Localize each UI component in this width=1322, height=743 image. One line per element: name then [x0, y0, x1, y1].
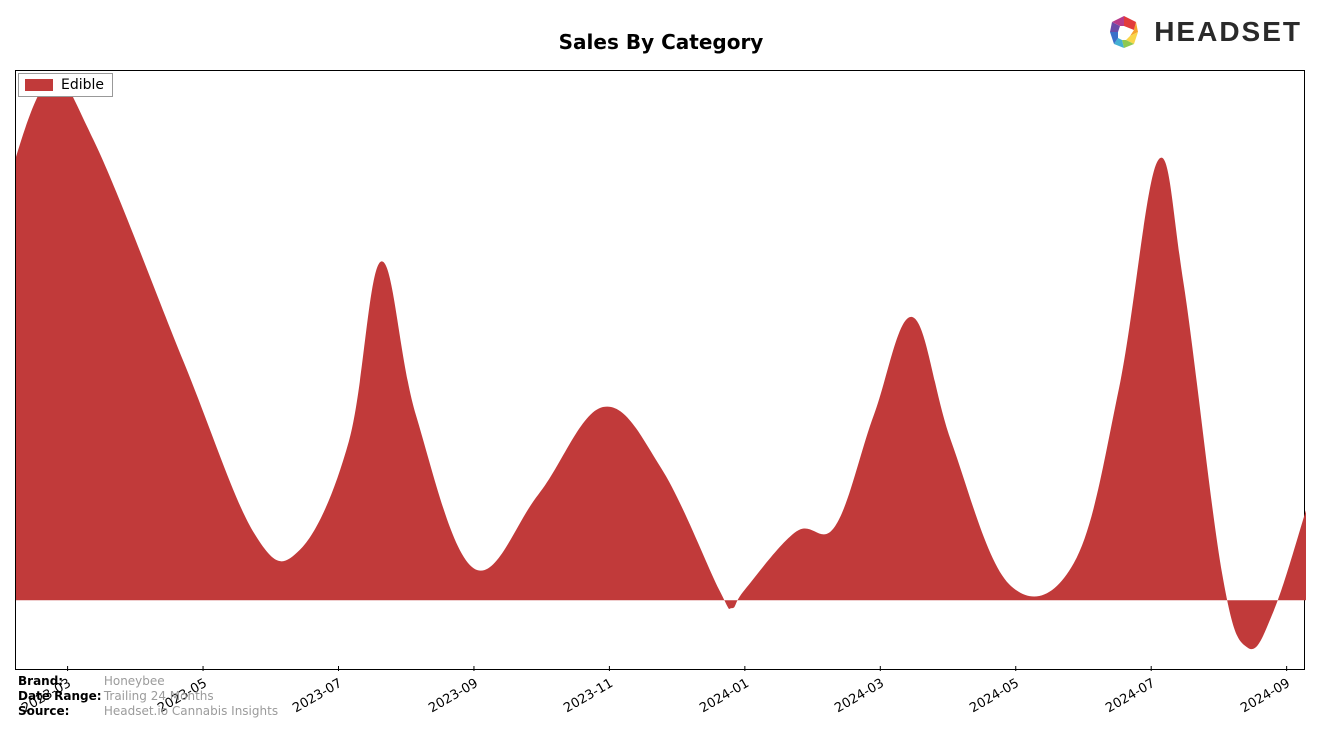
legend-swatch — [25, 79, 53, 91]
x-tick-label: 2023-09 — [426, 676, 481, 716]
x-tick-label: 2024-05 — [968, 676, 1023, 716]
headset-logo-icon — [1104, 12, 1144, 52]
area-chart-svg — [16, 71, 1306, 671]
meta-date-value: Trailing 24 Months — [104, 689, 214, 703]
meta-source-label: Source: — [18, 704, 100, 719]
x-tick-label: 2023-07 — [290, 676, 345, 716]
headset-logo-text: HEADSET — [1154, 16, 1302, 48]
headset-logo: HEADSET — [1104, 12, 1302, 52]
x-tick-label: 2024-09 — [1239, 676, 1294, 716]
x-tick-label: 2024-03 — [832, 676, 887, 716]
x-tick-label: 2024-07 — [1103, 676, 1158, 716]
x-tick-label: 2024-01 — [697, 676, 752, 716]
chart-metadata: Brand: Honeybee Date Range: Trailing 24 … — [18, 674, 278, 719]
meta-source-value: Headset.io Cannabis Insights — [104, 704, 278, 718]
meta-date-label: Date Range: — [18, 689, 100, 704]
x-tick-label: 2023-11 — [561, 676, 616, 716]
chart-plot-area — [15, 70, 1305, 670]
chart-legend: Edible — [18, 73, 113, 97]
area-series-edible — [16, 79, 1306, 649]
meta-brand-value: Honeybee — [104, 674, 165, 688]
legend-label: Edible — [61, 77, 104, 93]
meta-brand-label: Brand: — [18, 674, 100, 689]
